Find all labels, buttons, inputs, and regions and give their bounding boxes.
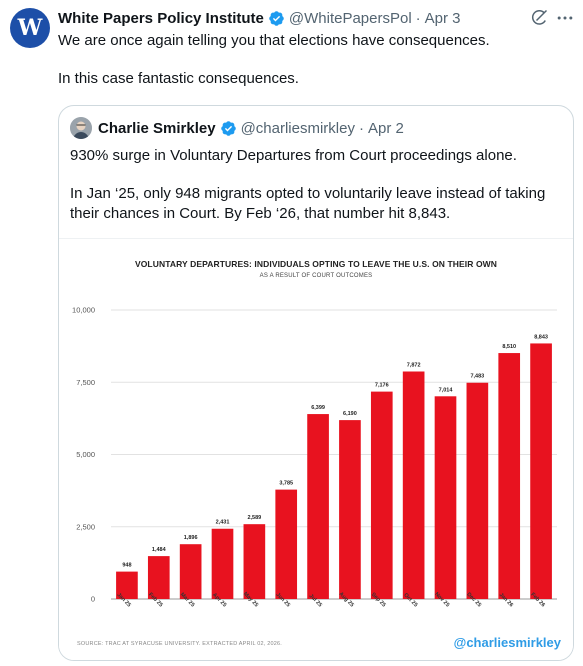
bar xyxy=(243,524,266,599)
bar xyxy=(147,556,170,599)
bar xyxy=(179,544,202,599)
y-tick-label: 5,000 xyxy=(76,450,95,459)
verified-badge-icon xyxy=(269,10,284,26)
chart-title: VOLUNTARY DEPARTURES: INDIVIDUALS OPTING… xyxy=(134,259,498,269)
quoted-author-handle[interactable]: @charliesmirkley xyxy=(240,119,355,137)
quoted-tweet-text: 930% surge in Voluntary Departures from … xyxy=(70,146,566,224)
more-options-icon[interactable] xyxy=(555,8,575,28)
bar-value-label: 2,431 xyxy=(216,520,230,526)
bar xyxy=(307,414,329,599)
quoted-tweet-time[interactable]: Apr 2 xyxy=(367,119,404,137)
chart-subtitle: AS A RESULT OF COURT OUTCOMES xyxy=(259,273,373,279)
bar xyxy=(530,343,552,599)
y-tick-label: 2,500 xyxy=(76,522,95,531)
bar-value-label: 3,785 xyxy=(279,481,293,487)
bar-value-label: 948 xyxy=(122,563,131,569)
author-avatar[interactable]: W xyxy=(10,8,50,48)
bar xyxy=(339,420,361,599)
bar-value-label: 6,190 xyxy=(343,411,357,417)
separator-dot: · xyxy=(415,9,421,27)
y-tick-label: 10,000 xyxy=(72,306,95,315)
verified-badge-icon xyxy=(220,120,236,136)
quoted-tweet-header: Charlie Smirkley @charliesmirkley · Apr … xyxy=(70,117,404,139)
person-icon xyxy=(70,117,92,139)
bar-value-label: 7,483 xyxy=(470,374,484,380)
bar-value-label: 7,872 xyxy=(407,362,421,368)
bar-value-label: 1,896 xyxy=(184,535,198,541)
tweet-time[interactable]: Apr 3 xyxy=(424,9,461,27)
tweet-text-line-2: In this case fantastic consequences. xyxy=(58,70,299,87)
bar-value-label: 7,014 xyxy=(439,387,454,393)
quoted-author-name[interactable]: Charlie Smirkley xyxy=(98,119,216,137)
y-tick-label: 7,500 xyxy=(76,378,95,387)
author-handle[interactable]: @WhitePapersPol xyxy=(288,9,412,27)
quoted-text-line-1: 930% surge in Voluntary Departures from … xyxy=(70,147,517,164)
bar-value-label: 8,843 xyxy=(534,334,548,340)
chart-watermark: @charliesmirkley xyxy=(453,635,561,650)
bar xyxy=(275,489,298,599)
bar xyxy=(466,382,489,599)
bar xyxy=(370,391,393,599)
separator-dot: · xyxy=(358,119,364,137)
tweet-text-line-1: We are once again telling you that elect… xyxy=(58,32,490,49)
quoted-text-line-2: In Jan ‘25, only 948 migrants opted to v… xyxy=(70,185,546,222)
bar xyxy=(116,571,138,599)
bar-value-label: 1,484 xyxy=(152,547,167,553)
bar xyxy=(434,396,457,599)
bar-value-label: 7,176 xyxy=(375,383,389,389)
chart-image[interactable]: VOLUNTARY DEPARTURES: INDIVIDUALS OPTING… xyxy=(59,238,573,660)
tweet-text: We are once again telling you that elect… xyxy=(58,31,573,89)
bar xyxy=(211,528,234,599)
bar xyxy=(402,371,425,599)
quoted-tweet[interactable]: Charlie Smirkley @charliesmirkley · Apr … xyxy=(58,105,574,661)
bar-value-label: 8,510 xyxy=(502,344,516,350)
bar-value-label: 2,589 xyxy=(247,515,261,521)
y-tick-label: 0 xyxy=(91,595,95,604)
quoted-author-avatar[interactable] xyxy=(70,117,92,139)
bar-value-label: 6,399 xyxy=(311,405,325,411)
tweet-header: White Papers Policy Institute @WhitePape… xyxy=(58,8,573,28)
chart-source: SOURCE: TRAC AT SYRACUSE UNIVERSITY. EXT… xyxy=(77,641,282,647)
bar xyxy=(498,353,521,599)
grok-icon[interactable] xyxy=(529,8,549,28)
author-name[interactable]: White Papers Policy Institute xyxy=(58,9,264,27)
